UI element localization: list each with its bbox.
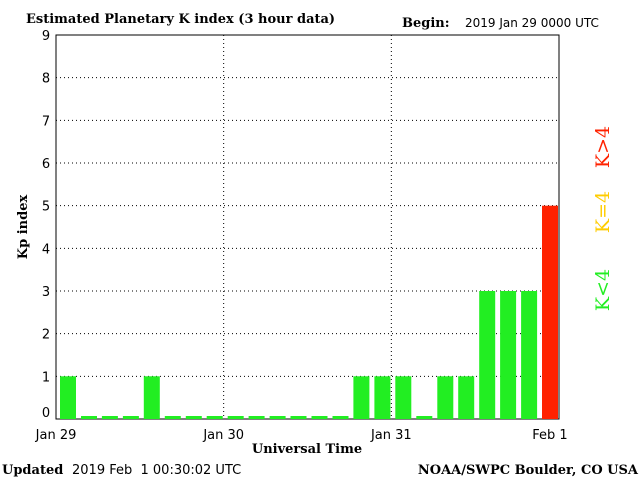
chart-title: Estimated Planetary K index (3 hour data… (26, 12, 335, 27)
y-tick-label: 3 (42, 285, 50, 300)
kp-bar (269, 416, 286, 419)
x-tick-label: Jan 31 (370, 428, 412, 443)
kp-bar (122, 416, 139, 419)
y-tick-label: 5 (42, 200, 50, 215)
kp-bar (416, 416, 433, 419)
y-tick-labels: 0 1 2 3 4 5 6 7 8 9 (42, 29, 50, 421)
y-tick-label: 6 (42, 157, 50, 172)
legend-below-4: K<4 (592, 269, 614, 311)
kp-bar (60, 376, 76, 419)
legend-above-4: K>4 (592, 126, 614, 168)
begin-label: Begin: (402, 16, 450, 31)
kp-bar (479, 291, 496, 419)
y-tick-label: 8 (42, 72, 50, 87)
kp-bar (290, 416, 307, 419)
kp-bar (81, 416, 97, 419)
kp-bar (542, 205, 558, 419)
x-tick-label: Feb 1 (532, 428, 567, 443)
y-tick-label: 1 (42, 370, 50, 385)
y-tick-label: 2 (42, 328, 50, 343)
kp-bar (500, 291, 517, 419)
kp-bar (143, 376, 160, 419)
y-tick-label: 7 (42, 114, 50, 129)
kp-bar (206, 416, 223, 419)
x-tick-label: Jan 29 (35, 428, 77, 443)
source-credit: NOAA/SWPC Boulder, CO USA (418, 463, 639, 478)
x-tick-label: Jan 30 (202, 428, 244, 443)
y-tick-label: 0 (42, 406, 50, 421)
grid-lines (56, 35, 559, 419)
kp-bar (248, 416, 265, 419)
y-axis-label: Kp index (16, 195, 31, 260)
updated-label: Updated (2, 463, 63, 478)
kp-bar (353, 376, 370, 419)
kp-bar (458, 376, 475, 419)
kp-bar (101, 416, 118, 419)
kp-bar (311, 416, 328, 419)
kp-bar (332, 416, 349, 419)
kp-bar (395, 376, 412, 419)
begin-value: 2019 Jan 29 0000 UTC (465, 16, 599, 30)
x-axis-label: Universal Time (252, 442, 362, 457)
bars (60, 205, 558, 419)
kp-bar (164, 416, 181, 419)
kp-bar (185, 416, 202, 419)
y-tick-label: 4 (42, 242, 50, 257)
plot-frame (55, 34, 560, 420)
x-tick-labels: Jan 29 Jan 30 Jan 31 Feb 1 (35, 428, 568, 443)
kp-bar (521, 291, 538, 419)
kp-bar (227, 416, 244, 419)
y-tick-label: 9 (42, 29, 50, 44)
kp-bar (437, 376, 454, 419)
kp-bar (374, 376, 391, 419)
updated-value: 2019 Feb 1 00:30:02 UTC (72, 463, 241, 478)
legend-equal-4: K=4 (592, 191, 614, 233)
